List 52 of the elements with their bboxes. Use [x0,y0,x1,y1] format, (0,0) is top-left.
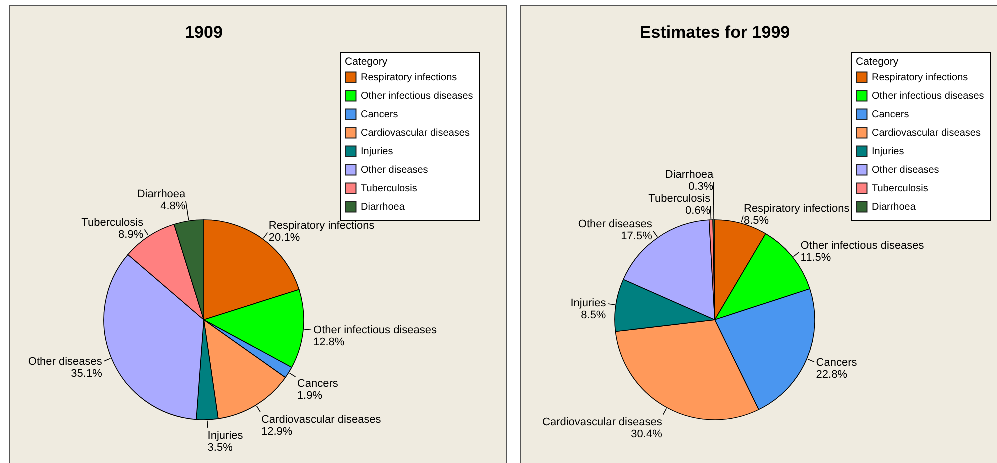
slice-label: Cancers [816,356,858,369]
data-label: 8.5% [581,310,606,322]
legend-label: Cancers [872,110,910,120]
slice-label: Cardiovascular diseases [261,414,382,426]
legend-label: Cancers [361,110,398,120]
data-label: 30.4% [631,428,663,441]
data-label: 0.6% [686,205,711,218]
legend-label: Injuries [872,146,904,158]
legend-label: Cardiovascular diseases [361,128,470,139]
slice-label: Diarrhoea [137,188,187,200]
data-label: 0.3% [688,181,714,194]
slice-label: Other diseases [578,218,653,231]
data-label: 3.5% [208,442,234,454]
legend-label: Respiratory infections [361,72,458,84]
slice-label: Tuberculosis [648,193,712,206]
data-label: 20.1% [268,232,300,244]
legend-label: Diarrhoea [872,202,916,213]
legend-label: Respiratory infections [872,72,968,84]
data-label: 4.8% [160,200,186,212]
legend-label: Other diseases [872,165,940,176]
slice-label: Diarrhoea [665,169,715,182]
data-label: 35.1% [71,368,103,380]
data-label: 12.8% [314,336,345,348]
slice-label: Cardiovascular diseases [542,416,663,429]
legend-label: Other infectious diseases [361,91,474,102]
data-label: 12.9% [261,426,293,438]
legend-label: Cardiovascular diseases [872,128,981,139]
slice-label: Other infectious diseases [800,240,925,252]
legend-label: Tuberculosis [361,184,418,194]
chart-title: 1909 [185,23,223,42]
legend-title: Category [345,56,388,68]
slice-label: Respiratory infections [268,220,376,232]
chart-title: Estimates for 1999 [640,23,790,42]
legend-title: Category [856,56,900,68]
slice-label: Respiratory infections [744,202,850,215]
slice-label: Injuries [208,430,244,442]
legend-label: Other diseases [361,165,428,176]
data-label: 22.8% [816,368,848,381]
legend-label: Diarrhoea [361,202,406,213]
data-label: 8.5% [744,214,770,227]
slice-label: Other infectious diseases [314,324,438,336]
slice-label: Injuries [570,298,607,310]
data-label: 1.9% [297,390,323,402]
data-label: 11.5% [800,252,832,264]
slice-label: Tuberculosis [82,217,144,230]
legend-label: Other infectious diseases [872,91,984,102]
legend-label: Injuries [361,146,394,158]
legend-label: Tuberculosis [872,184,928,194]
data-label: 17.5% [621,230,653,243]
slice-label: Cancers [297,378,339,390]
data-label: 8.9% [118,229,144,242]
slice-label: Other diseases [28,356,103,368]
